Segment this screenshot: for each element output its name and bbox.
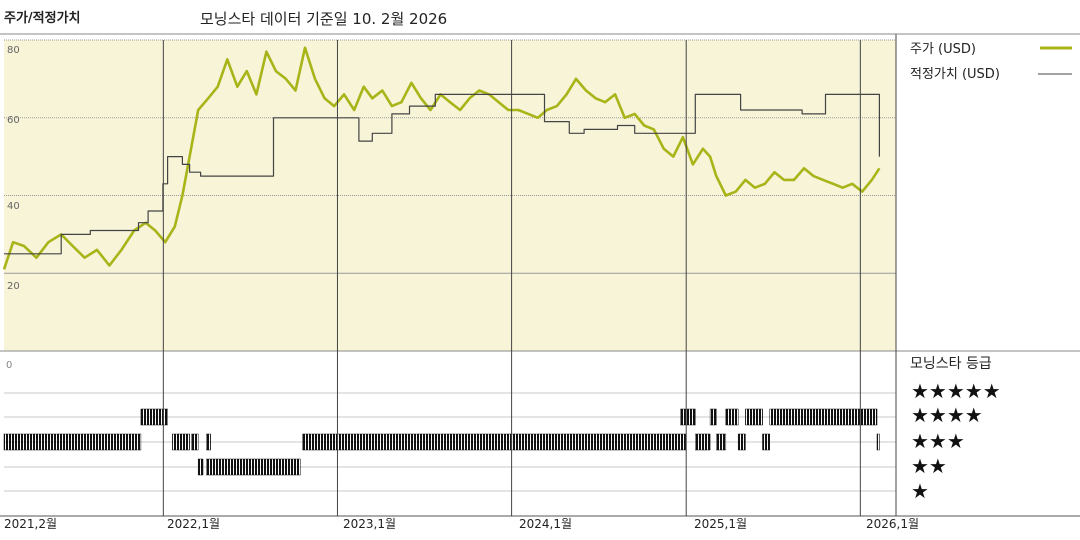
x-tick-label: 2025,1월	[694, 517, 747, 531]
rating-period-bar	[172, 433, 190, 451]
rating-zero-label: 0	[6, 360, 12, 371]
rating-period-bar	[197, 458, 204, 476]
rating-period-bar	[876, 433, 880, 451]
rating-period-bar	[206, 458, 301, 476]
chart-frame	[0, 33, 1080, 516]
x-tick-label: 2022,1월	[167, 517, 220, 531]
rating-period-bar	[745, 408, 763, 426]
rating-level-3: ★★★	[911, 429, 965, 453]
y-tick-label: 40	[7, 201, 20, 212]
y-tick-label: 60	[7, 115, 20, 126]
rating-period-bar	[762, 433, 770, 451]
rating-period-bar	[140, 408, 168, 426]
price-series-line	[2, 46, 881, 270]
chart-title: 주가/적정가치	[4, 10, 81, 26]
rating-period-bar	[716, 433, 727, 451]
rating-level-5: ★★★★★	[911, 379, 1001, 403]
rating-period-bar	[725, 408, 739, 426]
x-tick-label: 2023,1월	[343, 517, 396, 531]
grid-lines	[4, 39, 896, 274]
rating-level-4: ★★★★	[911, 403, 983, 427]
rating-period-bar	[302, 433, 686, 451]
x-tick-label: 2021,2월	[4, 517, 57, 531]
legend-label-price: 주가 (USD)	[910, 42, 976, 57]
rating-period-bar	[769, 408, 878, 426]
rating-bars	[3, 408, 880, 476]
x-axis-labels: 2021,2월 2022,1월 2023,1월 2024,1월 2025,1월 …	[4, 517, 919, 531]
rating-period-bar	[680, 408, 696, 426]
legend-label-fair-value: 적정가치 (USD)	[910, 67, 1000, 82]
chart-subtitle: 모닝스타 데이터 기준일 10. 2월 2026	[200, 10, 447, 28]
rating-level-2: ★★	[911, 454, 947, 478]
legend: 주가 (USD) 적정가치 (USD)	[910, 42, 1072, 82]
rating-legend: ★★★★★ ★★★★ ★★★ ★★ ★	[911, 379, 1001, 503]
rating-level-1: ★	[911, 479, 929, 503]
rating-period-bar	[709, 408, 717, 426]
x-tick-label: 2024,1월	[519, 517, 572, 531]
rating-period-bar	[3, 433, 142, 451]
rating-period-bar	[695, 433, 711, 451]
rating-period-bar	[191, 433, 199, 451]
y-tick-label: 20	[7, 281, 20, 292]
rating-period-bar	[206, 433, 211, 451]
y-axis-ticks: 80 60 40 20	[7, 45, 20, 292]
y-tick-label: 80	[7, 45, 20, 56]
x-tick-label: 2026,1월	[866, 517, 919, 531]
rating-title: 모닝스타 등급	[910, 356, 992, 372]
rating-period-bar	[737, 433, 746, 451]
